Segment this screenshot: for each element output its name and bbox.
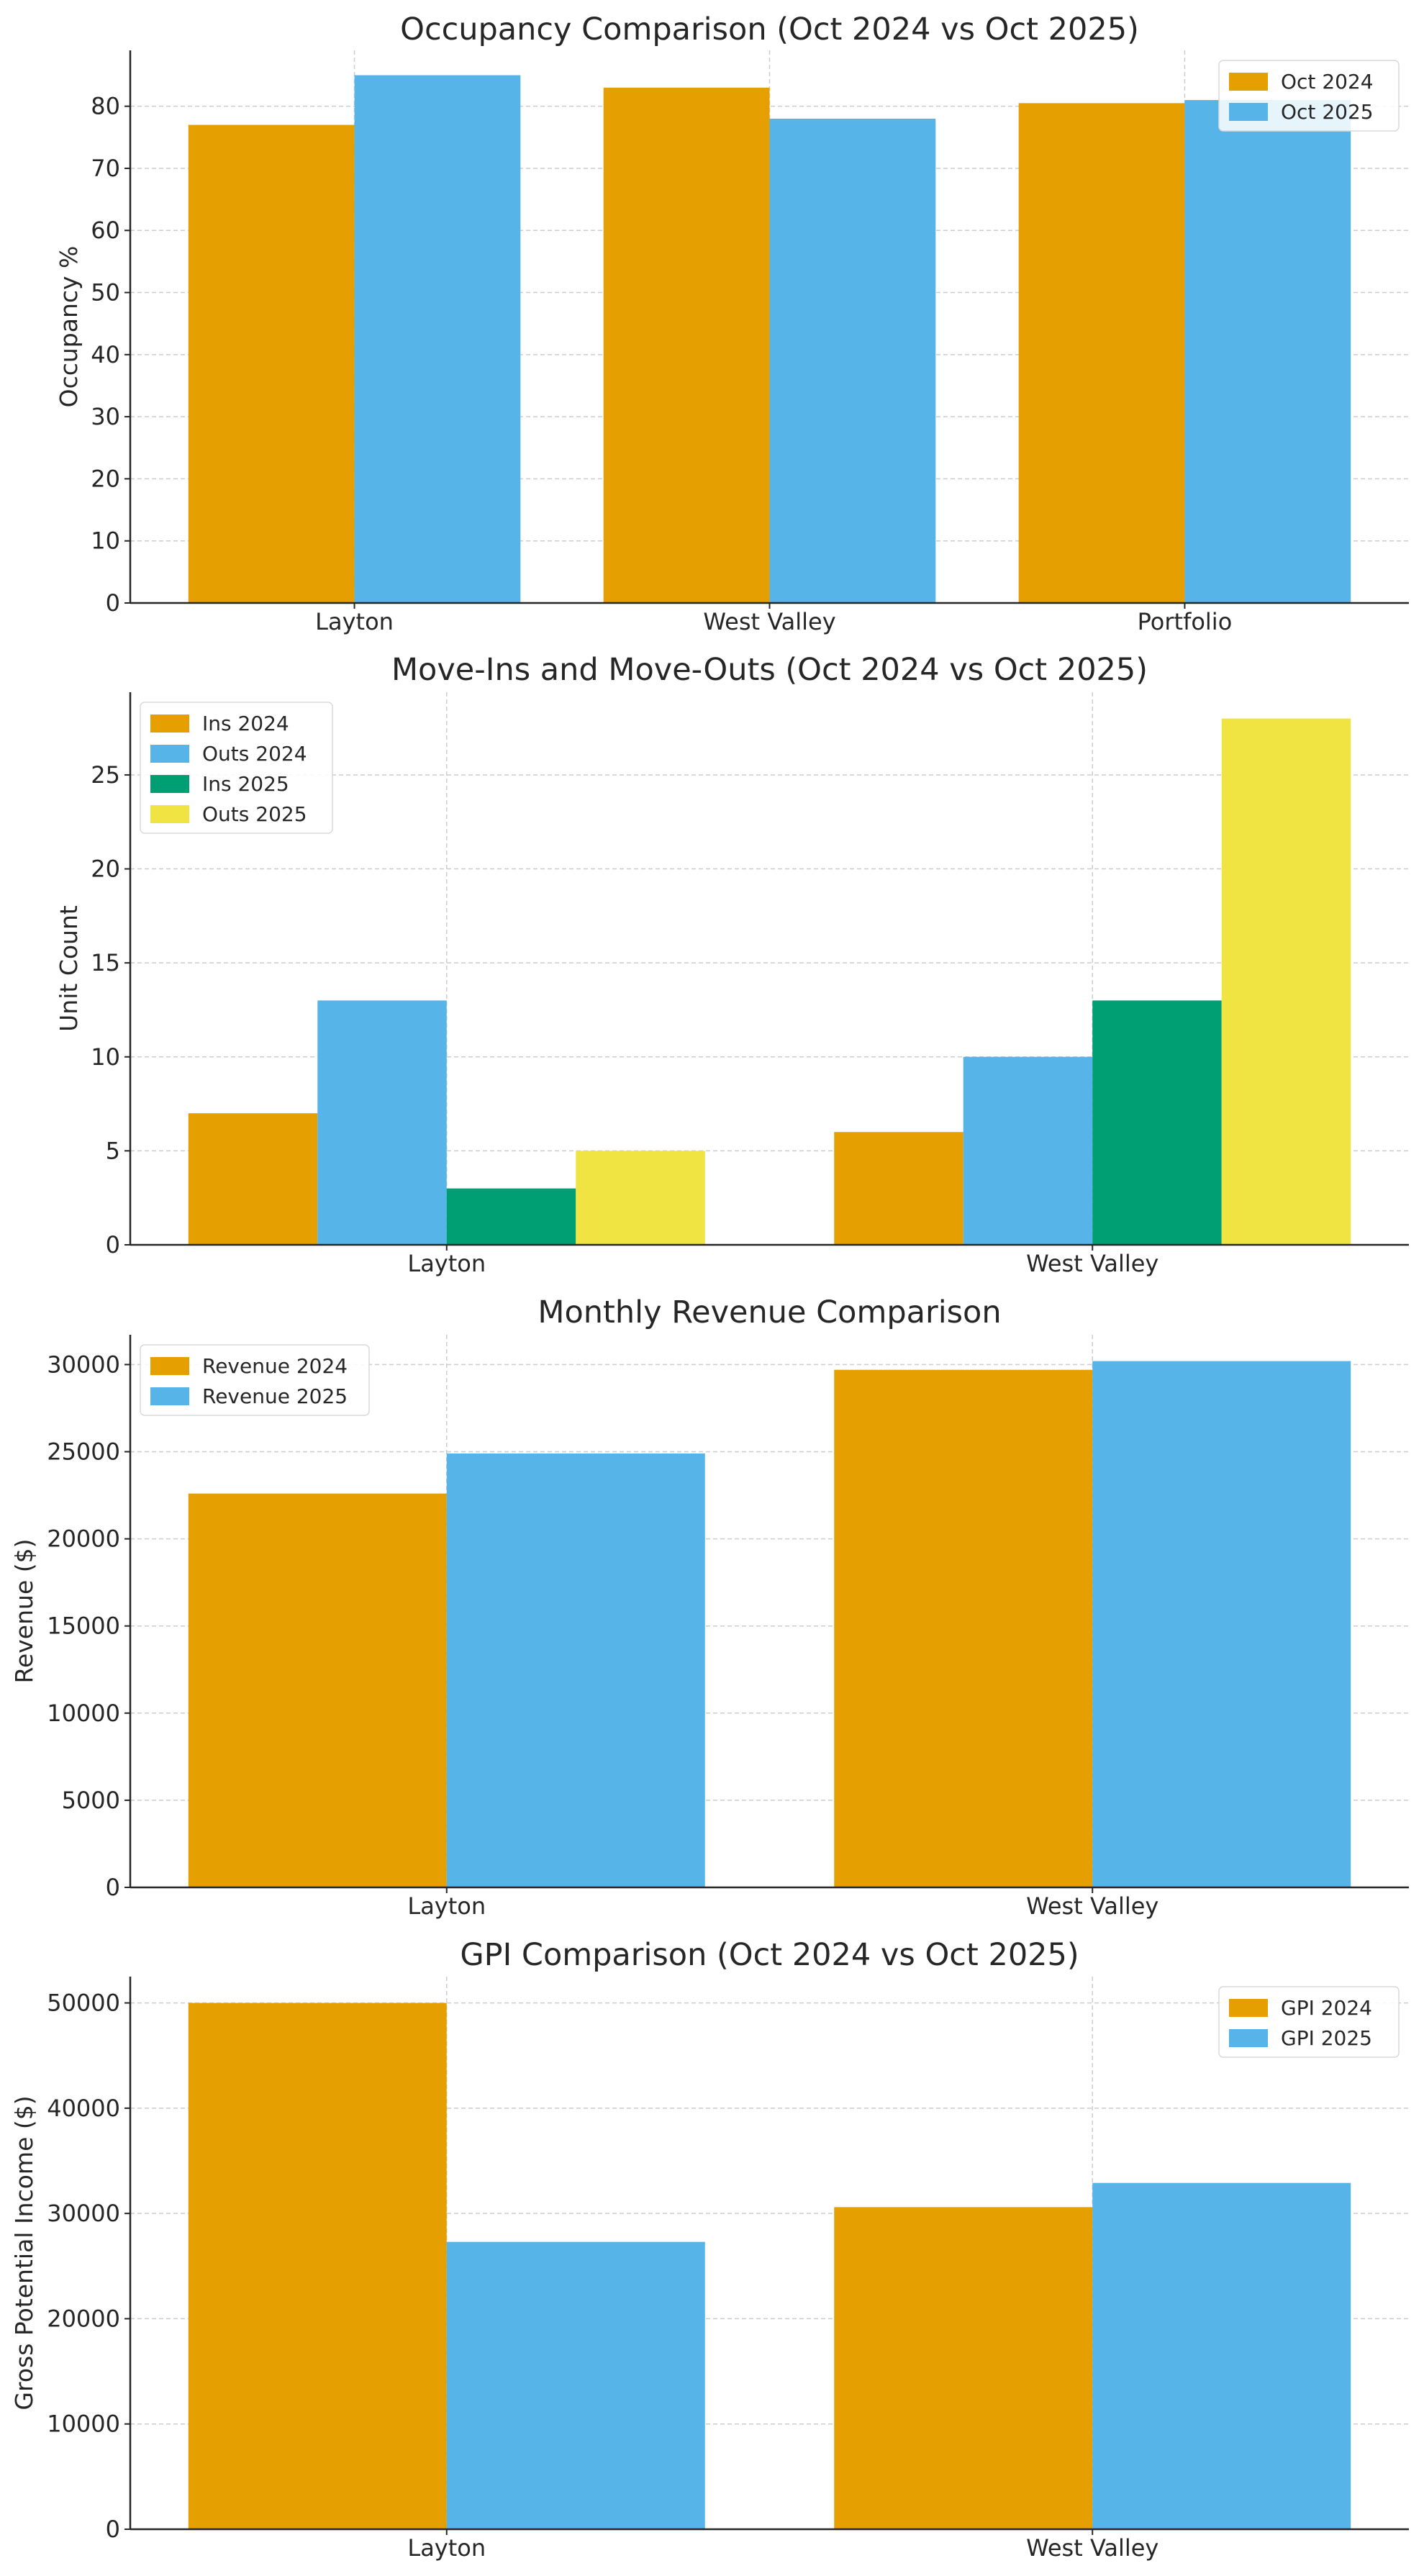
y-tick-label: 20000: [47, 1525, 120, 1553]
y-tick-label: 70: [91, 155, 120, 182]
bar-revenue-2024-west-valley: [834, 1369, 1093, 1887]
legend-swatch-oct-2024: [1229, 73, 1268, 91]
legend-label-ins-2024: Ins 2024: [202, 712, 289, 735]
y-tick-label: 30: [91, 403, 120, 430]
legend-label-oct-2024: Oct 2024: [1281, 70, 1374, 94]
chart-title: GPI Comparison (Oct 2024 vs Oct 2025): [460, 1937, 1079, 1973]
bar-oct-2024-layton: [188, 124, 355, 604]
bar-gpi-2025-west-valley: [1092, 2182, 1351, 2529]
legend-swatch-outs-2024: [150, 745, 189, 763]
y-tick-label: 20: [91, 856, 120, 883]
x-tick-label-west-valley: West Valley: [703, 608, 835, 635]
legend-label-revenue-2025: Revenue 2025: [202, 1384, 348, 1408]
x-tick-label-layton: Layton: [315, 608, 394, 635]
y-tick-label: 30000: [47, 2200, 120, 2227]
bar-revenue-2025-west-valley: [1092, 1361, 1351, 1887]
y-tick-label: 15: [91, 949, 120, 976]
legend-label-gpi-2025: GPI 2025: [1281, 2026, 1372, 2050]
chart-title: Move-Ins and Move-Outs (Oct 2024 vs Oct …: [391, 652, 1148, 688]
bar-ins-2025-west-valley: [1092, 1000, 1222, 1245]
legend-swatch-gpi-2024: [1229, 1999, 1268, 2017]
y-axis-label: Unit Count: [55, 905, 83, 1032]
y-tick-label: 5: [106, 1137, 120, 1164]
bar-gpi-2025-layton: [446, 2241, 705, 2529]
x-tick-label-west-valley: West Valley: [1026, 1892, 1158, 1920]
legend-label-oct-2025: Oct 2025: [1281, 100, 1374, 124]
y-tick-label: 25: [91, 761, 120, 789]
bar-oct-2024-portfolio: [1018, 103, 1185, 603]
bar-outs-2025-west-valley: [1221, 718, 1351, 1245]
y-tick-label: 10000: [47, 1700, 120, 1727]
bar-outs-2024-west-valley: [963, 1056, 1093, 1245]
y-tick-label: 10000: [47, 2411, 120, 2438]
legend-box: [140, 702, 333, 834]
y-axis-label: Revenue ($): [10, 1539, 38, 1684]
legend-swatch-ins-2024: [150, 715, 189, 733]
bar-outs-2025-layton: [576, 1151, 705, 1245]
y-tick-label: 0: [106, 589, 120, 617]
bar-oct-2024-west-valley: [603, 87, 770, 604]
x-tick-label-layton: Layton: [407, 1250, 486, 1277]
bar-revenue-2025-layton: [446, 1453, 705, 1887]
y-tick-label: 50: [91, 279, 120, 307]
bar-ins-2024-layton: [188, 1113, 318, 1245]
legend-swatch-oct-2025: [1229, 103, 1268, 121]
legend: Revenue 2024 Revenue 2025: [140, 1344, 370, 1416]
legend-swatch-gpi-2025: [1229, 2029, 1268, 2047]
legend-label-outs-2024: Outs 2024: [202, 742, 307, 766]
y-tick-label: 25000: [47, 1438, 120, 1466]
legend: Oct 2024 Oct 2025: [1218, 60, 1400, 132]
legend-swatch-revenue-2024: [150, 1357, 189, 1375]
x-tick-label-layton: Layton: [407, 2534, 486, 2562]
legend-swatch-revenue-2025: [150, 1387, 189, 1405]
chart-title: Occupancy Comparison (Oct 2024 vs Oct 20…: [400, 12, 1139, 47]
chart-2: 0 5 10 15 20 25 Layton West Valley Move-Ins and …: [55, 652, 1409, 1277]
y-tick-label: 60: [91, 217, 120, 244]
y-tick-label: 0: [106, 1874, 120, 1901]
legend-label-revenue-2024: Revenue 2024: [202, 1354, 348, 1378]
y-axis-label: Occupancy %: [55, 246, 83, 408]
bar-gpi-2024-west-valley: [834, 2207, 1093, 2529]
chart-1: 0 10 20 30 40 50 60 70 80 Layton West Valley Portfo…: [55, 12, 1409, 635]
y-tick-label: 50000: [47, 1990, 120, 2017]
bar-oct-2025-west-valley: [769, 118, 936, 604]
legend: Ins 2024 Outs 2024 Ins 2025 Outs 2025: [140, 702, 333, 834]
y-tick-label: 80: [91, 93, 120, 120]
legend: GPI 2024 GPI 2025: [1218, 1986, 1400, 2058]
bar-oct-2025-layton: [354, 75, 521, 604]
bar-gpi-2024-layton: [188, 2003, 447, 2529]
chart-4: 0 10000 20000 30000 40000 50000 Layton West Val…: [10, 1937, 1409, 2562]
y-tick-label: 0: [106, 2516, 120, 2543]
legend-label-gpi-2024: GPI 2024: [1281, 1996, 1372, 2020]
bar-outs-2024-layton: [317, 1000, 447, 1245]
legend-label-outs-2025: Outs 2025: [202, 802, 307, 826]
y-tick-label: 30000: [47, 1351, 120, 1378]
legend-swatch-outs-2025: [150, 805, 189, 823]
y-tick-label: 20: [91, 465, 120, 492]
y-tick-label: 20000: [47, 2305, 120, 2332]
y-tick-label: 40: [91, 341, 120, 368]
y-tick-label: 0: [106, 1231, 120, 1258]
legend-label-ins-2025: Ins 2025: [202, 772, 289, 796]
y-tick-label: 15000: [47, 1613, 120, 1640]
x-tick-label-portfolio: Portfolio: [1138, 608, 1233, 635]
x-tick-label-west-valley: West Valley: [1026, 2534, 1158, 2562]
bar-ins-2024-west-valley: [834, 1132, 963, 1245]
y-tick-label: 10: [91, 527, 120, 555]
x-tick-label-west-valley: West Valley: [1026, 1250, 1158, 1277]
y-tick-label: 10: [91, 1043, 120, 1071]
y-tick-label: 40000: [47, 2095, 120, 2122]
y-tick-label: 5000: [62, 1787, 120, 1814]
legend-box: [140, 1344, 370, 1416]
chart-title: Monthly Revenue Comparison: [538, 1294, 1001, 1330]
y-axis-label: Gross Potential Income ($): [10, 2095, 38, 2410]
chart-3: 0 5000 10000 15000 20000 25000 30000 Layton West…: [10, 1294, 1409, 1920]
x-tick-label-layton: Layton: [407, 1892, 486, 1920]
bar-oct-2025-portfolio: [1184, 100, 1351, 604]
legend-swatch-ins-2025: [150, 775, 189, 793]
bar-ins-2025-layton: [446, 1188, 576, 1245]
bar-revenue-2024-layton: [188, 1493, 447, 1887]
